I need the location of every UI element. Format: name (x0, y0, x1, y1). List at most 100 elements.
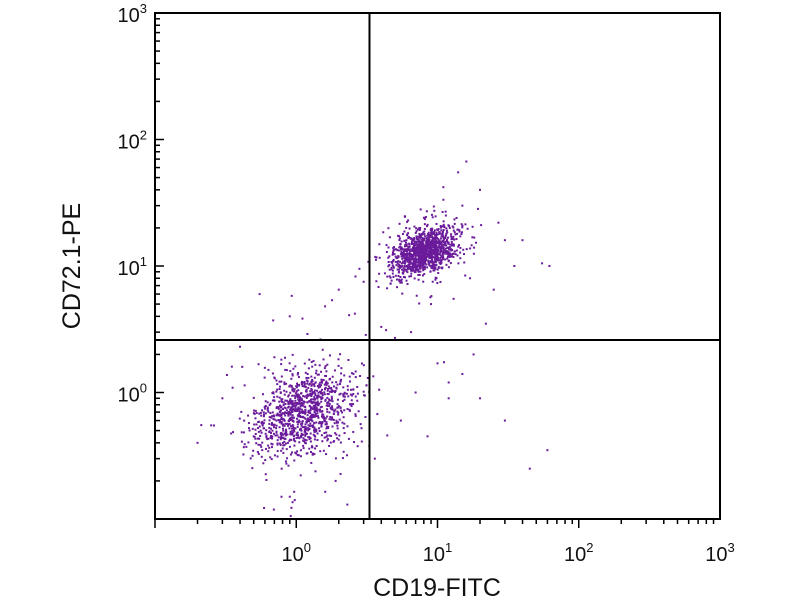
data-point (434, 235, 437, 238)
data-point (263, 376, 266, 379)
data-point (444, 237, 447, 240)
data-point (457, 171, 460, 174)
data-point (410, 269, 413, 272)
data-point (390, 279, 393, 282)
data-point (423, 230, 426, 233)
data-point (320, 422, 323, 425)
data-point (421, 244, 424, 247)
data-point (389, 282, 392, 285)
data-point (448, 255, 451, 258)
data-point (274, 434, 277, 437)
data-point (293, 444, 296, 447)
data-point (349, 380, 352, 383)
data-point (210, 424, 213, 427)
data-point (289, 399, 292, 402)
data-point (296, 454, 299, 457)
data-point (396, 286, 399, 289)
data-point (200, 424, 203, 427)
data-point (271, 372, 274, 375)
data-point (276, 383, 279, 386)
data-point (447, 266, 450, 269)
data-point (293, 499, 296, 502)
data-point (356, 399, 359, 402)
data-point (411, 253, 414, 256)
data-point (330, 434, 333, 437)
data-point (315, 430, 318, 433)
data-point (422, 231, 425, 234)
data-point (322, 449, 325, 452)
data-point (298, 402, 301, 405)
data-point (248, 429, 251, 432)
data-point (300, 380, 303, 383)
data-point (432, 261, 435, 264)
data-point (283, 383, 286, 386)
data-point (306, 427, 309, 430)
data-point (441, 211, 444, 214)
data-point (289, 407, 292, 410)
data-point (394, 260, 397, 263)
data-point (319, 396, 322, 399)
data-point (435, 231, 438, 234)
data-point (541, 262, 544, 265)
data-point (313, 415, 316, 418)
data-point (316, 394, 319, 397)
data-point (440, 241, 443, 244)
data-point (431, 213, 433, 216)
data-point (320, 397, 323, 400)
data-point (386, 287, 389, 290)
data-point (404, 248, 407, 251)
data-point (312, 359, 315, 362)
data-point (337, 405, 340, 408)
data-point (342, 393, 345, 396)
data-point (445, 229, 448, 232)
data-point (378, 388, 381, 391)
data-point (272, 319, 275, 322)
data-point (442, 220, 445, 223)
data-point (302, 426, 304, 429)
data-point (302, 447, 305, 450)
data-point (440, 250, 443, 253)
data-point (427, 235, 430, 238)
data-point (323, 393, 326, 396)
data-point (411, 257, 414, 260)
data-point (309, 451, 312, 454)
data-point (388, 236, 391, 239)
data-point (288, 423, 291, 426)
data-point (338, 418, 341, 421)
data-point (443, 242, 446, 245)
data-point (291, 429, 294, 432)
data-point (260, 421, 263, 424)
data-point (310, 401, 313, 404)
data-point (460, 232, 463, 235)
data-point (326, 363, 329, 366)
data-point (359, 375, 362, 378)
data-point (428, 256, 431, 259)
data-point (291, 388, 294, 391)
data-point (292, 367, 295, 370)
data-point (298, 398, 301, 401)
data-point (471, 236, 474, 239)
data-point (435, 260, 438, 263)
data-point (303, 430, 306, 433)
data-point (339, 472, 342, 475)
data-point (385, 329, 388, 332)
data-point (330, 418, 333, 421)
data-point (283, 411, 286, 414)
data-point (400, 250, 403, 253)
data-point (290, 418, 293, 421)
data-point (243, 384, 246, 387)
data-point (301, 385, 304, 388)
data-point (343, 422, 346, 425)
data-point (290, 377, 293, 380)
data-point (305, 376, 308, 379)
data-point (283, 389, 286, 392)
data-point (418, 232, 421, 235)
data-point (296, 420, 299, 423)
data-point (410, 331, 413, 334)
data-point (343, 395, 346, 398)
data-point (311, 452, 314, 455)
data-point (270, 458, 273, 461)
data-point (433, 229, 436, 232)
data-point (548, 265, 551, 267)
data-point (306, 393, 309, 396)
